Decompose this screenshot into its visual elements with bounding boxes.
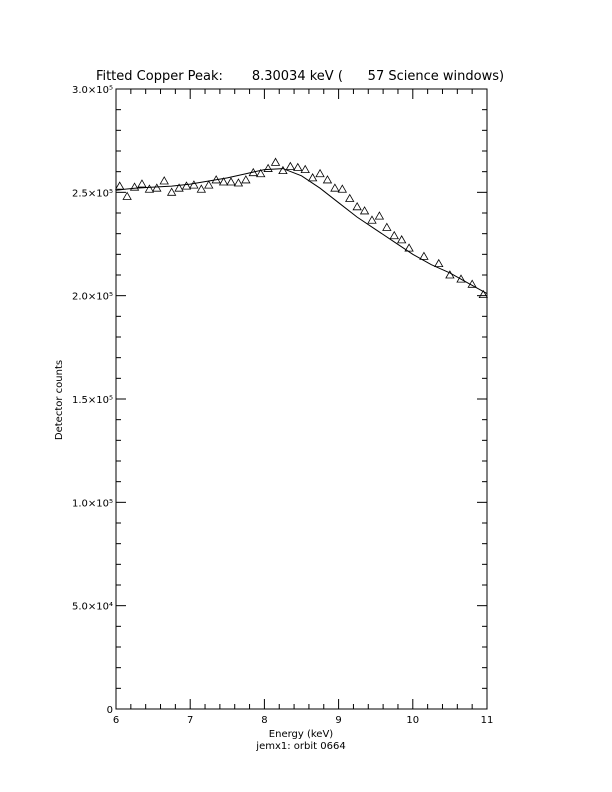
fit-line (115, 168, 488, 295)
data-point (233, 178, 244, 187)
data-point (278, 165, 288, 175)
data-point (270, 157, 281, 166)
x-tick-label: 6 (113, 715, 119, 726)
data-point (241, 175, 251, 184)
data-point (256, 168, 266, 178)
y-tick-label: 2.5×10⁵ (72, 188, 113, 199)
data-point (434, 258, 444, 268)
y-tick-label: 1.5×10⁵ (72, 395, 113, 406)
data-point (174, 183, 184, 192)
data-point (204, 180, 214, 189)
footer: jemx1: orbit 0664 (255, 741, 345, 752)
data-point (396, 235, 407, 244)
chart-title: Fitted Copper Peak: 8.30034 keV ( 57 Sci… (96, 69, 504, 84)
data-point (307, 173, 318, 182)
data-point (337, 184, 347, 193)
x-tick-label: 7 (187, 715, 193, 726)
data-point (456, 274, 466, 283)
data-point (189, 180, 199, 189)
data-point (404, 243, 414, 252)
data-point (330, 183, 340, 192)
data-point (144, 184, 155, 193)
data-point (181, 181, 192, 190)
data-point (389, 230, 399, 240)
x-tick-label: 8 (261, 715, 267, 726)
x-tick-label: 10 (406, 715, 419, 726)
data-point (293, 162, 303, 171)
data-point (352, 201, 362, 211)
x-tick-label: 11 (481, 715, 494, 726)
data-point (159, 176, 169, 185)
y-tick-label: 5.0×10⁴ (72, 602, 113, 613)
data-point (196, 184, 207, 193)
x-tick-label: 9 (335, 715, 341, 726)
data-point (129, 182, 140, 191)
data-point (300, 164, 310, 174)
data-point (478, 289, 488, 299)
data-point (115, 181, 125, 190)
data-point (166, 187, 177, 196)
data-point (122, 191, 132, 200)
data-point (345, 193, 355, 202)
data-point (359, 206, 370, 215)
y-tick-label: 0 (107, 705, 113, 716)
data-point (322, 175, 333, 184)
y-axis-label: Detector counts (54, 360, 65, 440)
data-point (374, 211, 385, 220)
y-tick-label: 3.0×10⁵ (72, 85, 113, 96)
data-point (382, 222, 392, 231)
data-point (226, 177, 236, 186)
y-tick-label: 2.0×10⁵ (72, 292, 113, 303)
data-point (137, 179, 147, 188)
data-point (419, 251, 429, 260)
data-point (367, 215, 377, 224)
data-point (263, 163, 273, 172)
data-point (218, 177, 229, 186)
data-point (152, 183, 162, 192)
plot-frame (115, 88, 488, 710)
x-axis-label: Energy (keV) (269, 729, 334, 740)
data-point (315, 168, 325, 178)
y-tick-label: 1.0×10⁵ (72, 498, 113, 509)
data-point (285, 161, 296, 170)
